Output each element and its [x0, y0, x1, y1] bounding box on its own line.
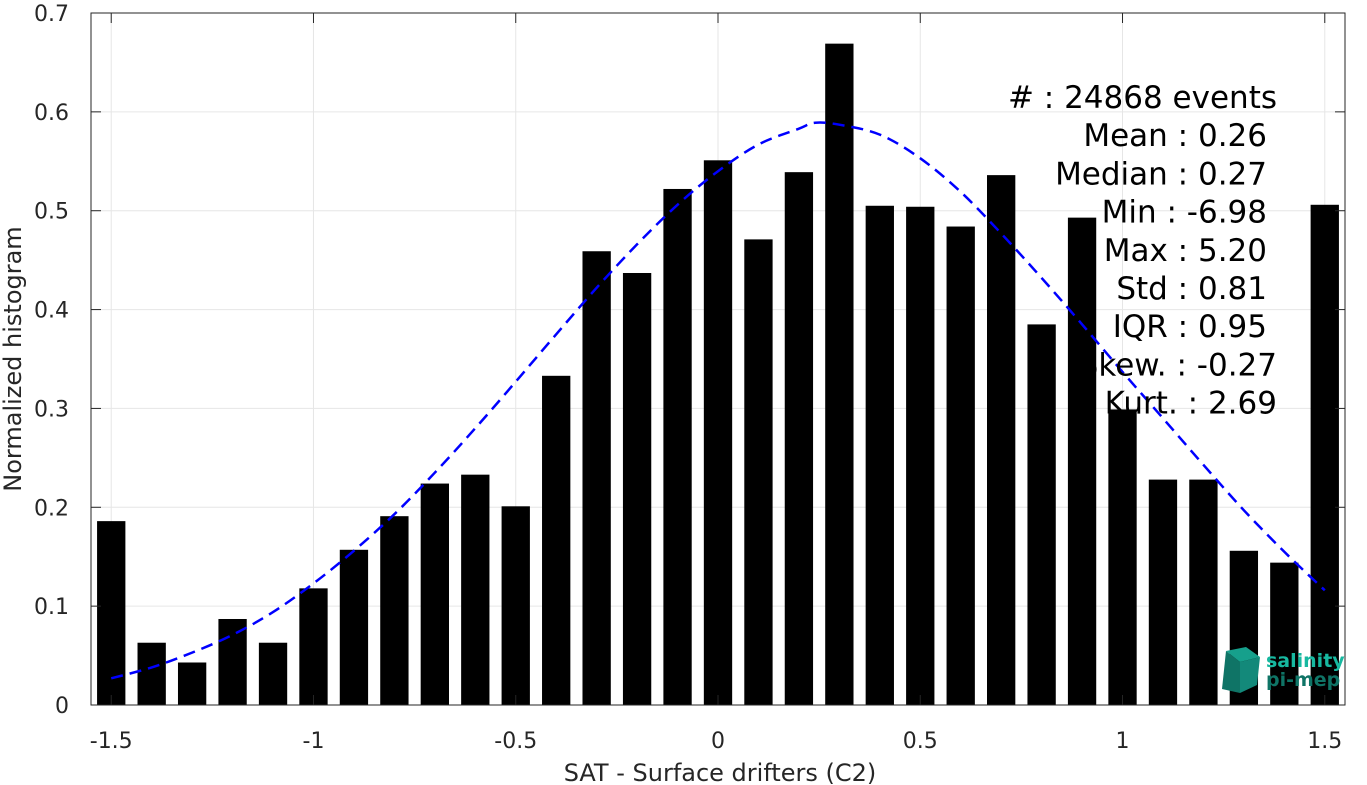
histogram-bar — [1067, 217, 1097, 706]
salinity-pi-mep-logo: salinity pi-mep — [1222, 647, 1345, 693]
histogram-bar — [339, 549, 369, 705]
x-axis-ticks: -1.5 -1 -0.5 0 0.5 1 1.5 — [90, 13, 1342, 754]
histogram-bar — [622, 272, 652, 705]
histogram-bar — [744, 239, 773, 705]
stat-annotation: Max : 5.20 — [1104, 233, 1267, 269]
histogram-bar — [1270, 562, 1299, 705]
histogram-bar — [137, 642, 166, 705]
histogram-bar — [865, 205, 894, 705]
y-tick-label: 0.1 — [34, 595, 69, 620]
y-tick-label: 0 — [55, 694, 69, 719]
x-tick-label: -1 — [303, 729, 325, 754]
stat-annotation: Kurt. : 2.69 — [1105, 386, 1277, 422]
x-tick-label: -1.5 — [90, 729, 133, 754]
x-tick-label: 0.5 — [903, 729, 938, 754]
histogram-bar — [97, 521, 126, 705]
histogram-bar — [218, 618, 247, 705]
x-tick-label: 1.5 — [1307, 729, 1342, 754]
y-tick-label: 0.4 — [34, 299, 69, 324]
x-tick-label: 1 — [1116, 729, 1130, 754]
histogram-bar — [461, 474, 490, 705]
stat-annotation: # : 24868 events — [1008, 80, 1277, 116]
x-tick-label: -0.5 — [494, 729, 537, 754]
histogram-bar — [177, 662, 207, 705]
y-tick-label: 0.3 — [34, 397, 69, 422]
histogram-bar — [825, 43, 854, 706]
histogram-bar — [542, 375, 571, 705]
stat-annotation: Skew. : -0.27 — [1079, 347, 1277, 383]
y-tick-label: 0.7 — [34, 2, 69, 27]
gaussian-fit-curve — [110, 121, 1326, 680]
bars — [97, 43, 1339, 706]
stat-annotation: Std : 0.81 — [1116, 271, 1267, 307]
histogram-bar — [987, 175, 1016, 705]
x-axis-label: SAT - Surface drifters (C2) — [564, 759, 877, 785]
histogram-bar — [1189, 479, 1218, 705]
x-tick-label: 0 — [711, 729, 725, 754]
histogram-bar — [663, 188, 692, 706]
histogram-bar — [1027, 324, 1056, 705]
histogram-bar — [703, 160, 733, 706]
histogram-bar — [784, 172, 814, 705]
histogram-bar — [380, 516, 409, 705]
logo-cube-icon — [1222, 647, 1260, 693]
y-axis-ticks: 0 0.1 0.2 0.3 0.4 0.5 0.6 0.7 — [34, 2, 1345, 719]
y-tick-label: 0.5 — [34, 200, 69, 225]
stat-annotation: Mean : 0.26 — [1083, 118, 1267, 154]
logo-text-pi-mep: pi-mep — [1266, 669, 1340, 691]
y-tick-label: 0.6 — [34, 101, 69, 126]
y-axis-label: Normalized histogram — [0, 226, 27, 491]
histogram-bar — [1310, 204, 1339, 706]
stat-annotation: IQR : 0.95 — [1113, 309, 1267, 345]
histogram-bar — [299, 588, 328, 705]
histogram-bar — [258, 642, 288, 705]
histogram-bar — [501, 506, 530, 705]
stat-annotation: Median : 0.27 — [1055, 156, 1267, 192]
histogram-bar — [1148, 479, 1178, 705]
y-tick-label: 0.2 — [34, 496, 69, 521]
histogram-bar — [582, 251, 611, 705]
histogram-bar — [906, 206, 935, 705]
logo-text-salinity: salinity — [1266, 650, 1345, 672]
histogram-bar — [946, 226, 975, 705]
histogram-bar — [1108, 409, 1137, 705]
stat-annotation: Min : -6.98 — [1102, 195, 1267, 231]
histogram-bar — [420, 483, 449, 705]
